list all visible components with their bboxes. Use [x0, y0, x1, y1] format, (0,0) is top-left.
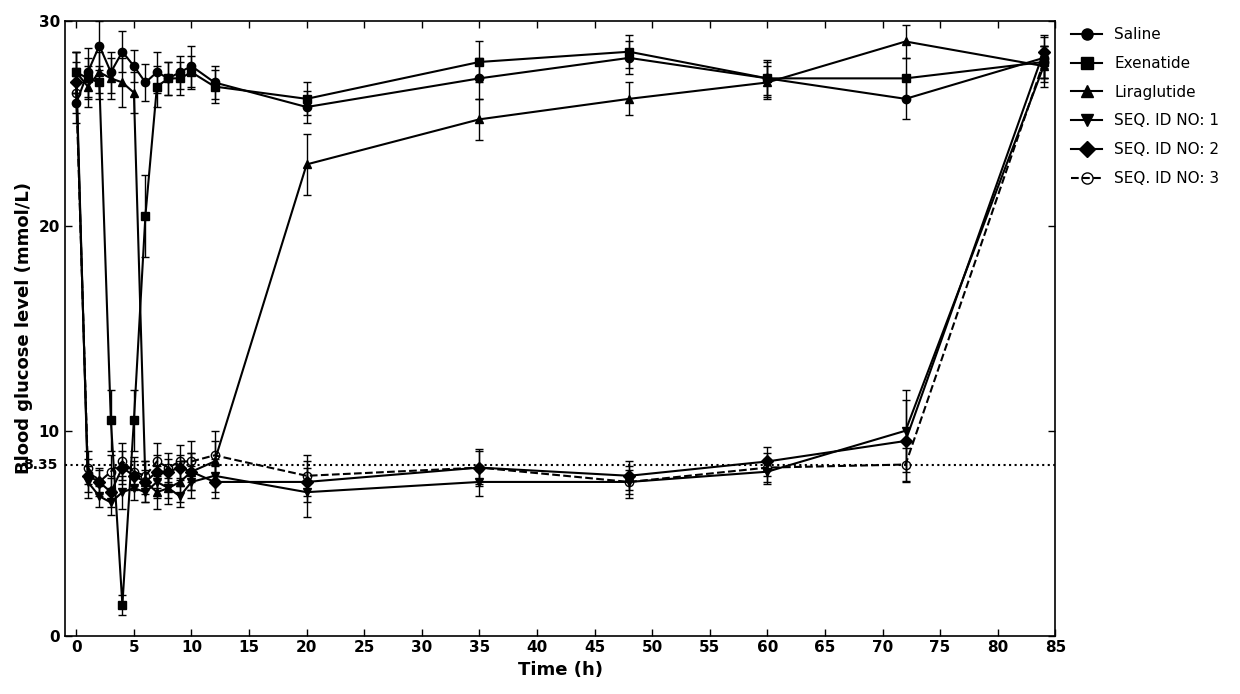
Legend: Saline, Exenatide, Liraglutide, SEQ. ID NO: 1, SEQ. ID NO: 2, SEQ. ID NO: 3: Saline, Exenatide, Liraglutide, SEQ. ID …: [1065, 21, 1225, 192]
Y-axis label: Blood glucose level (mmol/L): Blood glucose level (mmol/L): [15, 183, 33, 474]
Text: 8.35: 8.35: [24, 457, 58, 471]
X-axis label: Time (h): Time (h): [517, 661, 603, 679]
